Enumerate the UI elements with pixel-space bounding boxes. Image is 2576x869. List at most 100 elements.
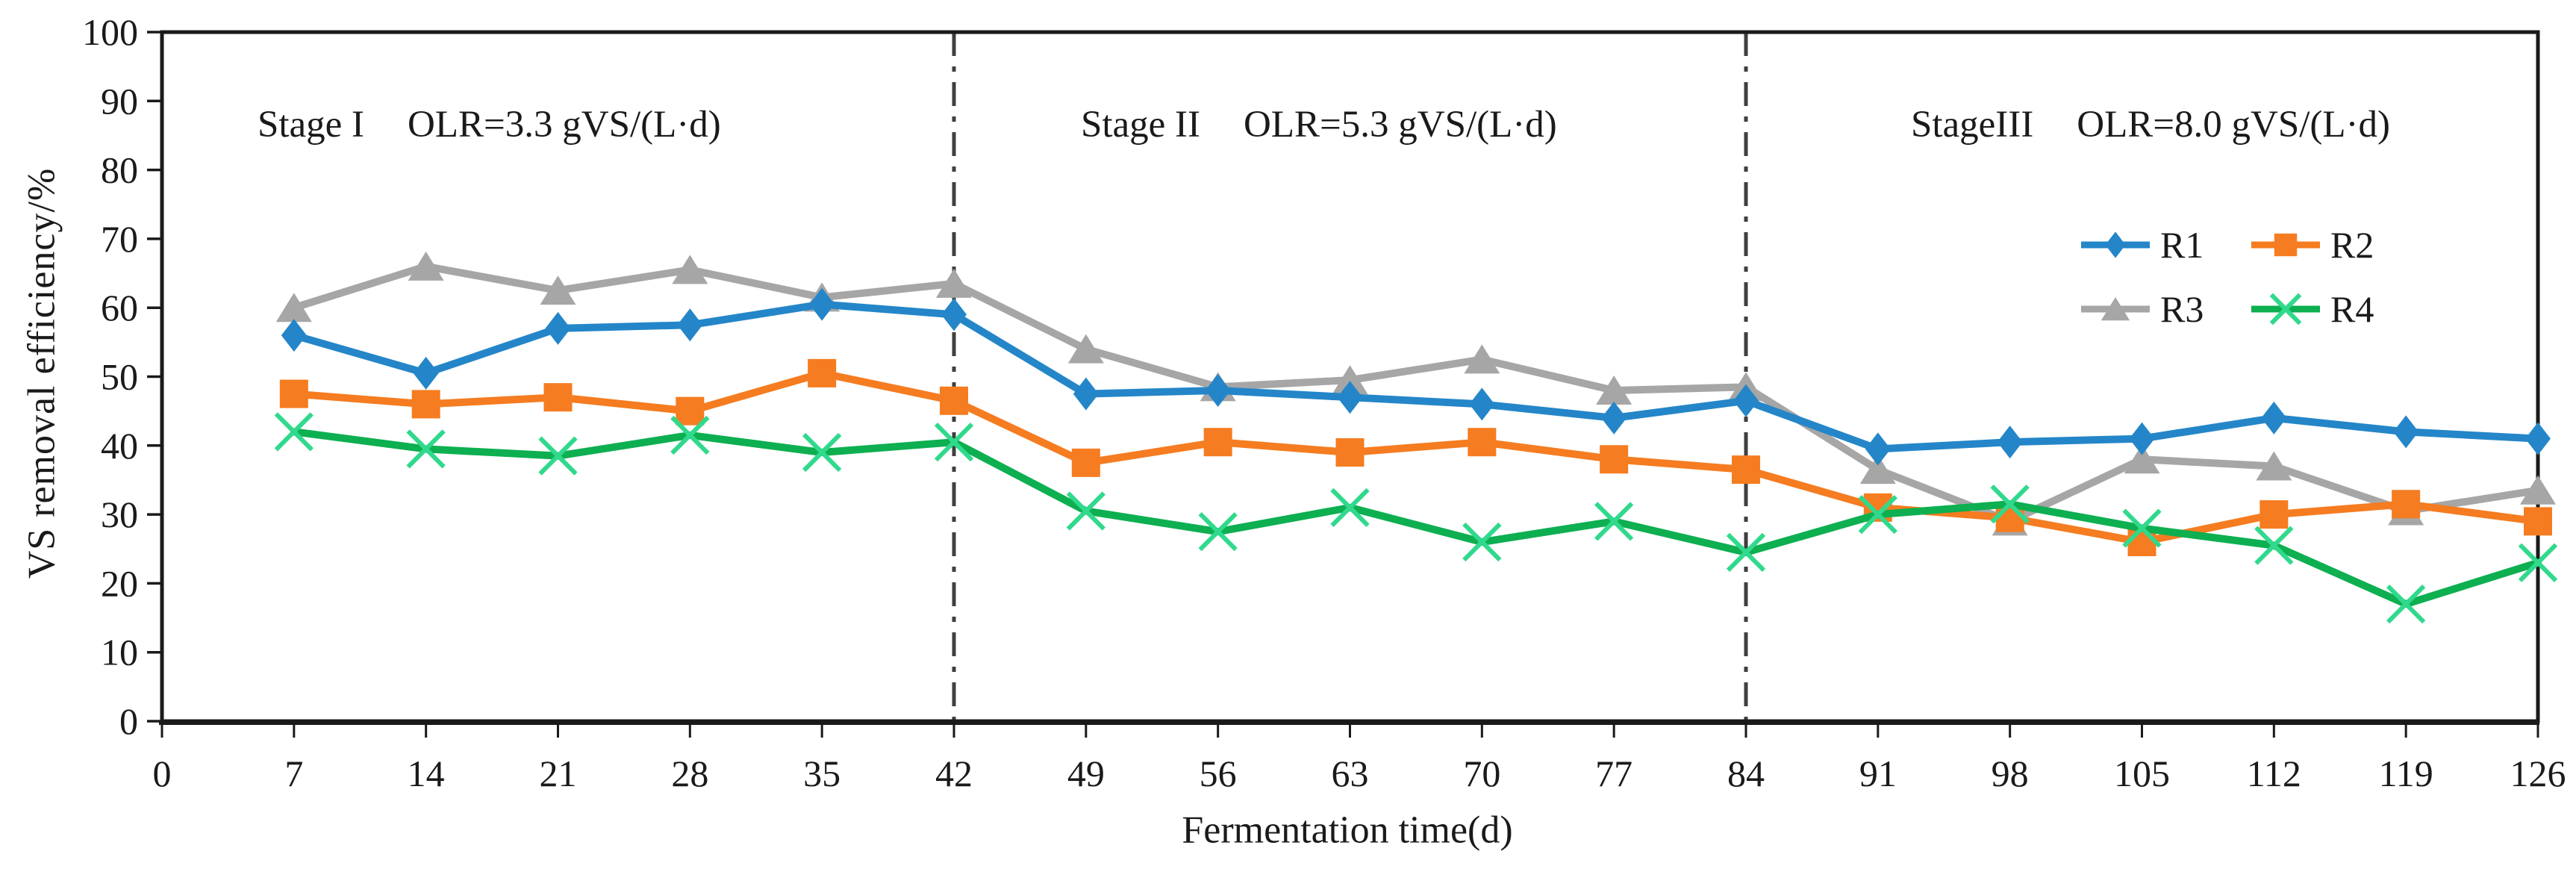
legend-label-r4: R4 [2330, 288, 2374, 330]
y-tick-label: 60 [101, 287, 138, 328]
stage2-olr: OLR=5.3 gVS/(L·d) [1244, 104, 1557, 146]
x-marker [274, 412, 314, 452]
x-tick-label: 105 [2114, 753, 2170, 794]
x-marker [1726, 532, 1766, 572]
x-tick-label: 70 [1463, 753, 1500, 794]
x-marker [1330, 488, 1370, 527]
diamond-marker [2129, 422, 2155, 455]
diamond-marker [281, 319, 307, 352]
triangle-marker [1859, 455, 1896, 485]
x-tick-label: 35 [803, 753, 841, 794]
diamond-marker [1205, 373, 1231, 407]
diamond-marker [1469, 387, 1495, 421]
stage3-olr: OLR=8.0 gVS/(L·d) [2077, 104, 2390, 146]
diamond-marker [1997, 426, 2023, 459]
y-tick-label: 40 [101, 425, 138, 467]
x-marker [2254, 526, 2294, 565]
x-tick-label: 0 [153, 753, 172, 794]
legend-label-r3: R3 [2160, 288, 2204, 330]
triangle-marker [2520, 475, 2556, 505]
y-tick-label: 30 [101, 493, 138, 535]
stage3-annotation: StageIII OLR=8.0 gVS/(L·d) [1911, 103, 2390, 146]
triangle-marker [672, 255, 708, 284]
square-marker [1600, 445, 1629, 474]
diamond-marker [545, 311, 571, 345]
stage1-annotation: Stage I OLR=3.3 gVS/(L·d) [258, 103, 721, 146]
y-tick-label: 10 [101, 632, 138, 673]
diamond-marker [2261, 401, 2287, 434]
x-marker [1594, 502, 1634, 541]
diamond-marker [1601, 401, 1627, 434]
stage1-olr: OLR=3.3 gVS/(L·d) [408, 104, 721, 146]
triangle-marker [1464, 344, 1500, 374]
r4-x-marker-icon [2251, 293, 2320, 326]
y-tick-label: 90 [101, 80, 138, 122]
series-r4-line [290, 428, 2542, 608]
x-marker [1462, 522, 1502, 562]
y-axis-title: VS removal efficiency/% [20, 167, 63, 579]
stage3-name: StageIII [1911, 104, 2034, 146]
x-tick-label: 77 [1595, 753, 1632, 794]
triangle-marker [1067, 334, 1104, 364]
x-tick-label: 49 [1067, 753, 1105, 794]
diamond-marker [2393, 415, 2419, 449]
square-marker [1335, 438, 1365, 467]
x-tick-label: 56 [1200, 753, 1237, 794]
square-marker [1203, 428, 1232, 457]
square-marker [543, 383, 573, 412]
x-tick-label: 7 [284, 753, 303, 794]
x-marker [1858, 494, 1897, 535]
y-tick-label: 80 [101, 149, 138, 191]
x-tick-label: 98 [1992, 753, 2029, 794]
diamond-marker [413, 356, 439, 390]
square-marker [1468, 428, 1497, 457]
legend-item-r1: R1 [2081, 224, 2204, 266]
square-marker [940, 386, 968, 415]
x-tick-label: 119 [2379, 753, 2433, 794]
diamond-marker [1865, 432, 1891, 466]
x-marker [1198, 512, 1238, 552]
y-tick-label: 0 [119, 700, 138, 742]
legend-item-r2: R2 [2251, 224, 2374, 266]
diamond-marker [809, 287, 835, 321]
x-tick-label: 84 [1727, 753, 1765, 794]
r1-diamond-marker-icon [2081, 231, 2150, 258]
y-tick-label: 100 [82, 11, 138, 53]
x-marker [934, 423, 974, 462]
triangle-marker [2256, 451, 2292, 481]
square-marker [676, 396, 705, 426]
x-marker [1990, 485, 2030, 524]
x-tick-label: 42 [935, 753, 973, 794]
triangle-marker [936, 268, 972, 298]
legend-label-r1: R1 [2160, 224, 2204, 266]
stage2-annotation: Stage II OLR=5.3 gVS/(L·d) [1081, 103, 1557, 146]
series-r1-line [290, 300, 2542, 453]
x-marker [2269, 293, 2302, 326]
diamond-marker [941, 298, 967, 331]
triangle-marker [408, 251, 444, 281]
legend-label-r2: R2 [2330, 224, 2374, 266]
x-tick-label: 126 [2510, 753, 2566, 794]
diamond-marker [1733, 384, 1759, 417]
series-r2-line [290, 369, 2542, 546]
x-marker [406, 429, 446, 469]
triangle-marker [1332, 365, 1368, 395]
x-tick-label: 28 [671, 753, 708, 794]
x-tick-label: 14 [408, 753, 445, 794]
square-marker [2260, 500, 2289, 529]
triangle-marker [540, 275, 576, 305]
triangle-marker [2124, 444, 2160, 474]
square-marker [279, 379, 308, 408]
x-axis-title: Fermentation time(d) [1182, 809, 1513, 852]
series-r3-line [290, 262, 2542, 526]
triangle-marker [275, 293, 312, 323]
diamond-marker [677, 308, 703, 342]
square-marker [2524, 507, 2552, 536]
x-marker [2518, 543, 2558, 582]
x-marker [538, 436, 578, 476]
legend-item-r4: R4 [2251, 288, 2374, 330]
triangle-marker [1596, 375, 1632, 405]
diamond-marker [1073, 377, 1099, 411]
